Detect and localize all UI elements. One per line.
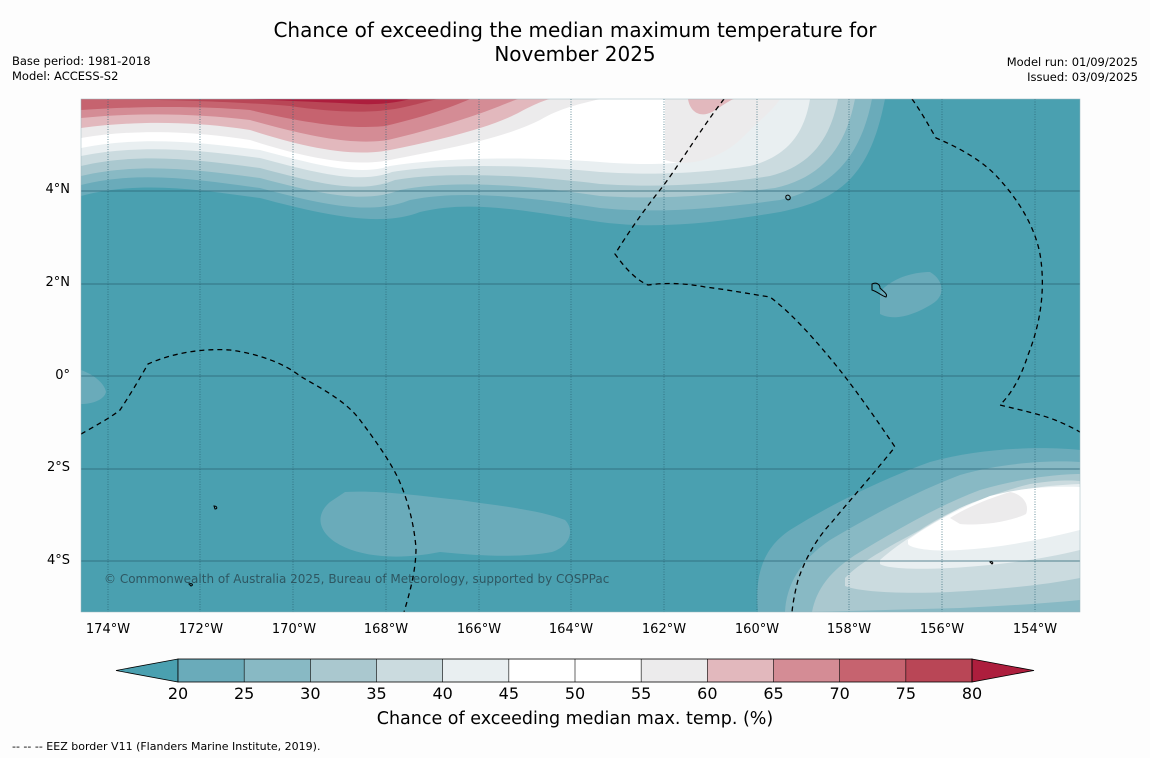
map-area [81, 99, 1080, 612]
model-name: Model: ACCESS-S2 [12, 69, 119, 83]
contour-25-northeast-patch [880, 272, 942, 318]
colorbar-swatch [508, 659, 576, 682]
lat-label-0: 0° [55, 368, 70, 383]
colorbar-swatch [839, 659, 907, 682]
eez-borders [81, 99, 1080, 612]
colorbar-tick-label: 55 [630, 684, 652, 703]
colorbar-tick-label: 30 [300, 684, 321, 703]
graticule [107, 99, 1036, 612]
lon-label-154w: 154°W [1012, 622, 1058, 637]
colorbar-swatch [178, 659, 245, 682]
model-info: Base period: 1981-2018 Model: ACCESS-S2 [12, 54, 151, 84]
colorbar-extend-low [115, 658, 179, 683]
lon-label-172w: 172°W [178, 622, 224, 637]
colorbar-swatch [641, 659, 708, 682]
title-line-2: November 2025 [494, 42, 656, 66]
colorbar-tick-label: 25 [233, 684, 255, 703]
colorbar-swatch [442, 659, 510, 682]
lon-label-170w: 170°W [271, 622, 317, 637]
model-run-date: Model run: 01/09/2025 [1006, 55, 1138, 69]
lon-label-156w: 156°W [919, 622, 965, 637]
lon-label-164w: 164°W [548, 622, 594, 637]
colorbar-tick-label: 45 [498, 684, 519, 703]
colorbar-swatch [905, 659, 973, 682]
lat-label-4s: 4°S [46, 553, 70, 568]
lat-label-4n: 4°N [45, 182, 71, 197]
colorbar-tick-label: 60 [697, 684, 718, 703]
colorbar-swatch [310, 659, 377, 682]
contour-60-northeast [688, 99, 734, 115]
colorbar-swatch [773, 659, 841, 682]
colorbar-tick-label: 20 [167, 684, 189, 703]
colorbar-tick-label: 75 [895, 684, 916, 703]
colorbar-swatch [707, 659, 774, 682]
lat-label-2n: 2°N [45, 275, 71, 290]
colorbar-tick-label: 70 [829, 684, 850, 703]
lon-label-168w: 168°W [363, 622, 409, 637]
islands [188, 194, 994, 587]
latitude-lines [81, 190, 1080, 562]
colorbar-tick-label: 40 [432, 684, 453, 703]
contour-80-north [230, 99, 410, 105]
colorbar-extend-high [971, 658, 1035, 683]
map-title: Chance of exceeding the median maximum t… [0, 18, 1150, 66]
colorbar-tick-label: 50 [564, 684, 586, 703]
lon-label-174w: 174°W [85, 622, 131, 637]
lon-label-158w: 158°W [826, 622, 872, 637]
lat-label-2s: 2°S [46, 460, 70, 475]
colorbar-tick-label: 65 [763, 684, 784, 703]
colorbar-title: Chance of exceeding median max. temp. (%… [376, 709, 774, 729]
eez-legend-note: -- -- -- EEZ border V11 (Flanders Marine… [12, 740, 321, 753]
lon-label-162w: 162°W [641, 622, 687, 637]
contour-55-southeast [950, 492, 1028, 525]
colorbar-swatch [575, 659, 642, 682]
contour-25-west-patch [81, 370, 106, 404]
title-line-1: Chance of exceeding the median maximum t… [273, 18, 877, 42]
copyright-notice: © Commonwealth of Australia 2025, Bureau… [104, 572, 610, 586]
colorbar-tick-label: 35 [366, 684, 387, 703]
colorbar-swatch [244, 659, 311, 682]
base-period: Base period: 1981-2018 [12, 54, 151, 68]
lon-label-166w: 166°W [456, 622, 502, 637]
issued-date: Issued: 03/09/2025 [1027, 70, 1138, 84]
colorbar-tick-label: 80 [961, 684, 983, 703]
colorbar-swatch [376, 659, 444, 682]
lon-label-160w: 160°W [734, 622, 780, 637]
contour-25-southwest-patch [320, 491, 571, 557]
run-info: Model run: 01/09/2025 Issued: 03/09/2025 [1007, 55, 1138, 85]
colorbar [115, 658, 1035, 683]
map-frame [80, 98, 1081, 613]
contour-55-northeast [665, 99, 780, 163]
